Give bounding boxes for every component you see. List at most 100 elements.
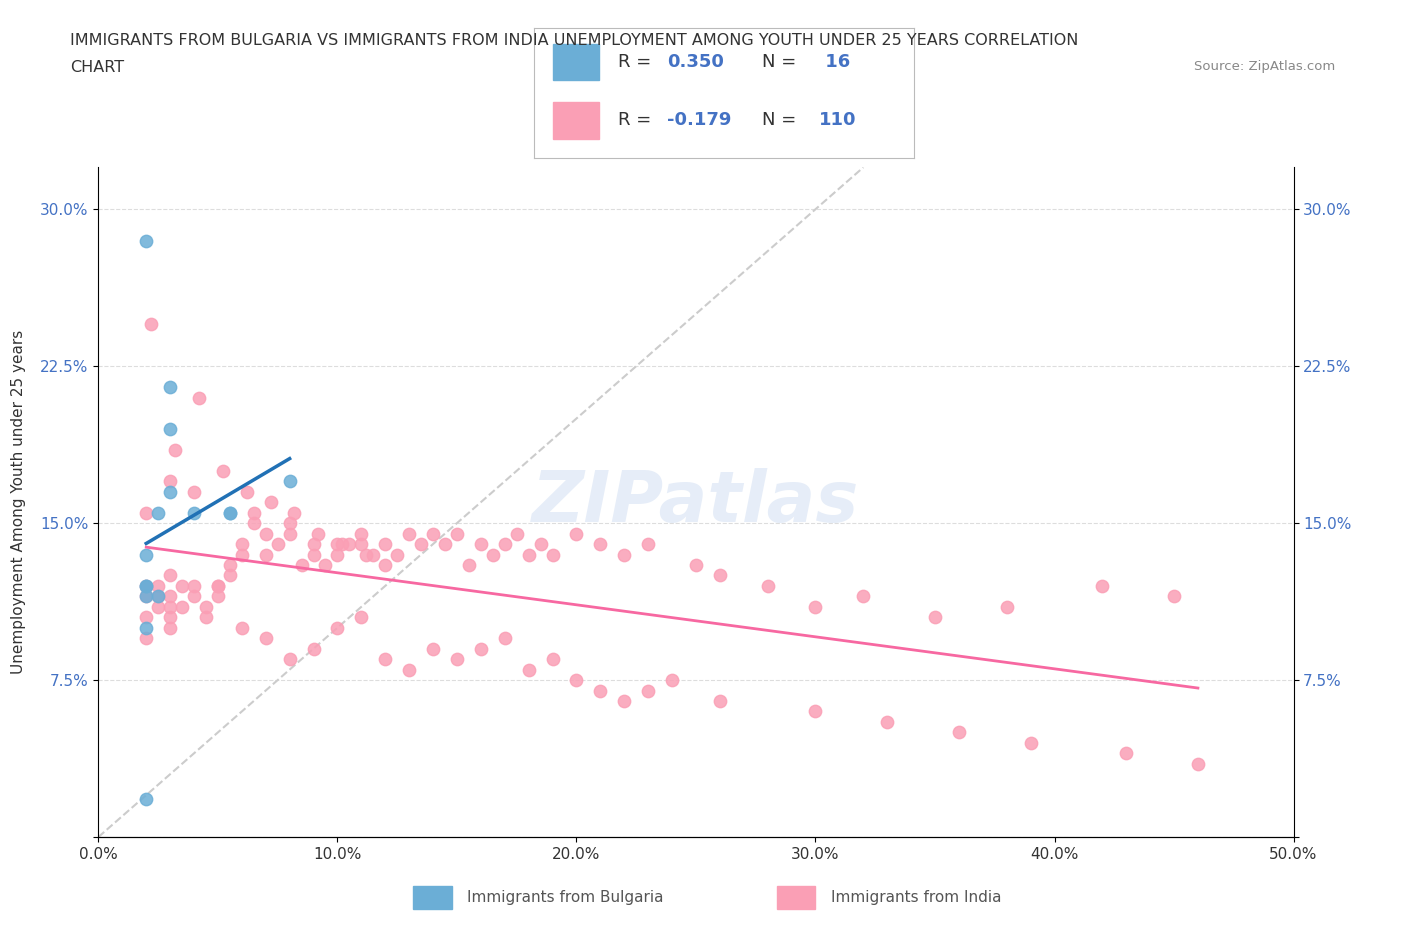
Point (709, 694, 731, 709)
Point (637, 537, 659, 551)
Point (235, 485, 257, 499)
Point (159, 421, 181, 436)
Point (326, 537, 349, 551)
Point (135, 233, 157, 248)
Point (374, 652, 396, 667)
Text: CHART: CHART (70, 60, 124, 75)
Point (613, 547, 636, 562)
Point (135, 578, 157, 593)
Point (302, 642, 325, 657)
Point (541, 547, 564, 562)
Point (398, 526, 420, 541)
Point (291, 558, 314, 573)
Point (159, 568, 181, 583)
Point (172, 600, 194, 615)
Point (506, 526, 529, 541)
Point (231, 537, 253, 551)
Point (354, 547, 377, 562)
Point (148, 589, 170, 604)
Text: ZIPatlas: ZIPatlas (533, 468, 859, 537)
Point (187, 391, 209, 405)
Point (159, 620, 181, 635)
Text: R =: R = (617, 112, 657, 129)
Point (159, 589, 181, 604)
Point (1091, 578, 1114, 593)
Point (148, 600, 170, 615)
Point (589, 537, 612, 551)
Point (159, 600, 181, 615)
Point (350, 610, 373, 625)
Point (433, 537, 456, 551)
Point (307, 526, 329, 541)
Point (541, 652, 564, 667)
Point (135, 610, 157, 625)
Point (374, 558, 396, 573)
Point (326, 620, 349, 635)
Point (135, 792, 157, 807)
Point (163, 443, 186, 458)
Point (183, 578, 205, 593)
Text: Source: ZipAtlas.com: Source: ZipAtlas.com (1195, 60, 1336, 73)
Text: R =: R = (617, 53, 657, 71)
Point (385, 547, 409, 562)
Point (330, 537, 353, 551)
Point (194, 600, 218, 615)
Point (135, 620, 157, 635)
Point (1019, 736, 1042, 751)
Point (207, 589, 229, 604)
Point (148, 505, 170, 520)
Point (135, 547, 157, 562)
Text: -0.179: -0.179 (666, 112, 731, 129)
Point (422, 642, 444, 657)
Point (219, 568, 242, 583)
Point (183, 505, 205, 520)
Point (254, 631, 277, 645)
Point (756, 578, 779, 593)
Point (267, 537, 290, 551)
Point (183, 485, 205, 499)
Text: Immigrants from Bulgaria: Immigrants from Bulgaria (467, 890, 664, 905)
Point (219, 558, 242, 573)
Point (315, 558, 337, 573)
Point (1187, 756, 1209, 771)
Point (948, 725, 970, 740)
Point (135, 578, 157, 593)
Point (231, 547, 253, 562)
Point (422, 526, 444, 541)
Point (231, 620, 253, 635)
Point (135, 578, 157, 593)
Point (194, 610, 218, 625)
Point (924, 610, 946, 625)
Point (398, 662, 420, 677)
Point (243, 505, 266, 520)
Text: 110: 110 (818, 112, 856, 129)
Text: 0.350: 0.350 (666, 53, 724, 71)
Text: IMMIGRANTS FROM BULGARIA VS IMMIGRANTS FROM INDIA UNEMPLOYMENT AMONG YOUTH UNDER: IMMIGRANTS FROM BULGARIA VS IMMIGRANTS F… (70, 33, 1078, 47)
Bar (554, 44, 599, 80)
Point (278, 652, 301, 667)
Point (995, 600, 1018, 615)
Text: Immigrants from India: Immigrants from India (831, 890, 1001, 905)
Point (159, 610, 181, 625)
Point (148, 589, 170, 604)
Point (326, 547, 349, 562)
Point (565, 672, 588, 687)
Point (207, 578, 229, 593)
Point (302, 547, 325, 562)
Point (517, 547, 540, 562)
Point (565, 526, 588, 541)
Point (529, 537, 551, 551)
Point (278, 516, 301, 531)
Text: 16: 16 (818, 53, 851, 71)
Point (219, 505, 242, 520)
Point (254, 547, 277, 562)
Point (350, 537, 373, 551)
Point (350, 526, 373, 541)
Point (219, 505, 242, 520)
Point (139, 317, 162, 332)
Point (685, 558, 707, 573)
Point (283, 505, 305, 520)
Point (1163, 589, 1185, 604)
Point (135, 589, 157, 604)
Point (876, 714, 898, 729)
